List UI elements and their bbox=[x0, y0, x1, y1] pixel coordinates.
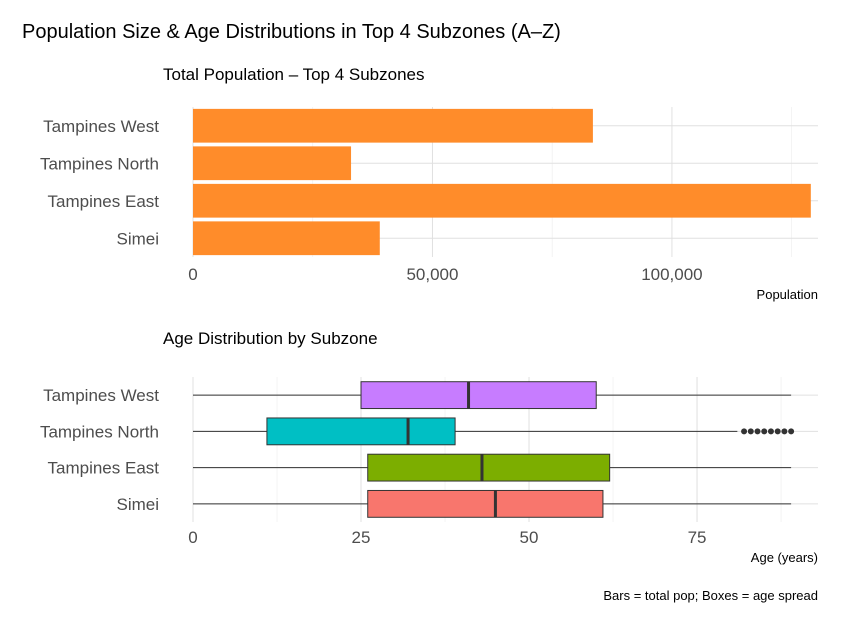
box-outlier-point bbox=[774, 428, 781, 435]
box-plot-x-axis-label: Age (years) bbox=[751, 550, 818, 565]
box-outlier-point bbox=[747, 428, 754, 435]
population-bar-chart: Total Population – Top 4 Subzones Tampin… bbox=[40, 65, 818, 302]
box-plot-x-tick-label: 75 bbox=[688, 528, 707, 547]
box-outlier-point bbox=[754, 428, 761, 435]
box-plot-x-tick-label: 25 bbox=[352, 528, 371, 547]
box-plot-category-labels: Tampines West Tampines North Tampines East… bbox=[40, 386, 159, 514]
box-plot-boxes bbox=[193, 381, 795, 518]
bar-simei bbox=[193, 221, 380, 256]
bar-chart-category-label: Simei bbox=[116, 229, 159, 248]
box-plot-x-tick-label: 0 bbox=[188, 528, 197, 547]
box-tampines-north bbox=[193, 417, 795, 446]
box-outlier-point bbox=[767, 428, 774, 435]
bar-chart-x-tick-label: 100,000 bbox=[641, 265, 702, 284]
box-outlier-point bbox=[788, 428, 795, 435]
box-iqr bbox=[266, 417, 456, 446]
bar-tampines-north bbox=[193, 146, 352, 181]
box-iqr bbox=[360, 381, 597, 410]
bar-chart-bars bbox=[193, 108, 811, 256]
bar-chart-category-label: Tampines North bbox=[40, 154, 159, 173]
box-outlier-point bbox=[741, 428, 748, 435]
box-tampines-east bbox=[193, 453, 792, 482]
box-plot-title: Age Distribution by Subzone bbox=[163, 329, 378, 348]
bar-chart-x-axis-label: Population bbox=[757, 287, 818, 302]
box-plot-x-ticks: 0 25 50 75 bbox=[188, 528, 706, 547]
box-plot-category-label: Simei bbox=[116, 495, 159, 514]
bar-chart-x-ticks: 0 50,000 100,000 bbox=[188, 265, 702, 284]
box-outlier-point bbox=[761, 428, 768, 435]
box-iqr bbox=[367, 489, 604, 518]
box-plot-category-label: Tampines West bbox=[43, 386, 159, 405]
bar-chart-title: Total Population – Top 4 Subzones bbox=[163, 65, 425, 84]
bar-chart-category-labels: Tampines West Tampines North Tampines East… bbox=[40, 117, 159, 249]
box-outlier-point bbox=[781, 428, 788, 435]
figure-caption: Bars = total pop; Boxes = age spread bbox=[603, 588, 818, 603]
bar-tampines-west bbox=[193, 108, 593, 143]
bar-chart-x-tick-label: 50,000 bbox=[406, 265, 458, 284]
bar-tampines-east bbox=[193, 183, 811, 218]
box-simei bbox=[193, 489, 792, 518]
bar-chart-x-tick-label: 0 bbox=[188, 265, 197, 284]
box-iqr bbox=[367, 453, 611, 482]
bar-chart-category-label: Tampines West bbox=[43, 117, 159, 136]
box-tampines-west bbox=[193, 381, 792, 410]
box-plot-category-label: Tampines North bbox=[40, 422, 159, 441]
age-box-plot: Age Distribution by Subzone Tampines Wes… bbox=[40, 329, 818, 565]
figure-title: Population Size & Age Distributions in T… bbox=[22, 21, 561, 43]
box-plot-x-tick-label: 50 bbox=[520, 528, 539, 547]
bar-chart-category-label: Tampines East bbox=[48, 192, 160, 211]
box-plot-category-label: Tampines East bbox=[48, 459, 160, 478]
